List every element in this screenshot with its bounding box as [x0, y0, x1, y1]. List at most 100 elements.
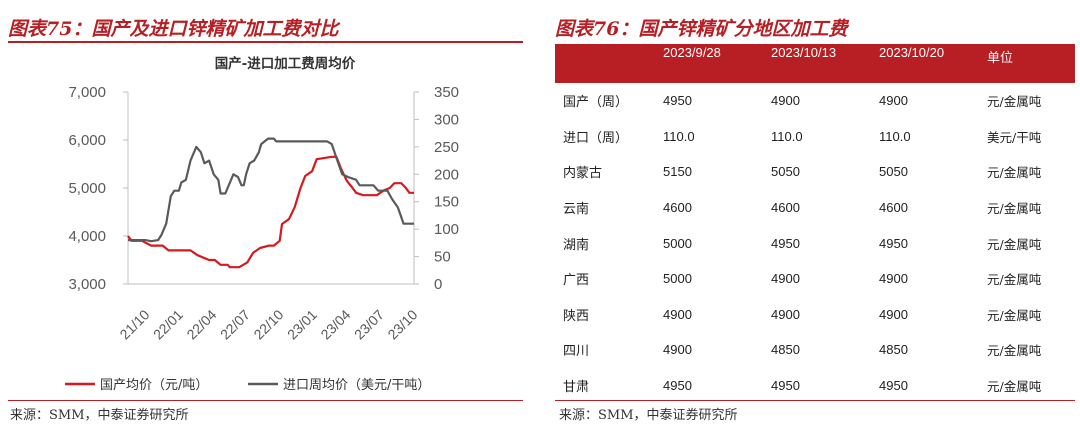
- table-header-cell: 2023/9/28: [663, 44, 771, 83]
- chart-legend: 国产均价（元/吨） 进口周均价（美元/干吨）: [65, 378, 430, 393]
- table-cell-value: 110.0: [879, 128, 911, 144]
- right-axis-tick-label: 50: [434, 249, 451, 266]
- figure-76-title: 图表76：国产锌精矿分地区加工费: [555, 18, 848, 40]
- right-figure-panel: 图表76：国产锌精矿分地区加工费 2023/9/28 2023/10/13 20…: [545, 0, 1080, 429]
- title-divider: [8, 41, 523, 43]
- plot-lines: [127, 137, 414, 269]
- table-cell-region: 甘肃: [563, 380, 590, 396]
- table-header-cell: 2023/10/20: [879, 44, 987, 83]
- legend-label-domestic: 国产均价（元/吨）: [100, 378, 208, 393]
- x-axis-tick-label: 23/01: [284, 306, 320, 342]
- table-cell-value: 4900: [879, 271, 908, 287]
- table-cell-value: 4600: [879, 200, 908, 216]
- table-cell-unit: 元/金属吨: [987, 165, 1042, 181]
- series-line-domestic: [127, 155, 414, 269]
- right-axis-tick-label: 100: [434, 221, 459, 238]
- table-cell-value: 4900: [663, 342, 692, 358]
- table-cell-region: 云南: [563, 202, 590, 218]
- table-cell-unit: 元/金属吨: [987, 272, 1042, 288]
- table-cell-value: 4600: [663, 200, 692, 216]
- table-cell-unit: 元/金属吨: [987, 236, 1042, 252]
- table-cell-value: 4900: [771, 271, 800, 287]
- table-cell-region: 国产（周）: [563, 95, 629, 111]
- table-cell-value: 5000: [663, 271, 692, 287]
- table-cell-unit: 元/金属吨: [987, 201, 1042, 217]
- table-cell-unit: 元/金属吨: [987, 307, 1042, 323]
- chart-title: 国产-进口加工费周均价: [215, 55, 356, 72]
- table-cell-value: 4950: [879, 378, 908, 394]
- left-axis-tick-label: 5,000: [68, 180, 106, 197]
- table-row: 云南 4600 4600 4600 元/金属吨: [555, 190, 1075, 226]
- table-cell-value: 4900: [879, 93, 908, 109]
- series-line-import: [128, 137, 414, 243]
- table-cell-unit: 美元/干吨: [987, 129, 1042, 145]
- left-axis-tick-label: 3,000: [68, 276, 106, 293]
- source-note: 来源：SMM，中泰证券研究所: [559, 408, 738, 423]
- table-cell-region: 陕西: [563, 308, 590, 324]
- table-cell-unit: 元/金属吨: [987, 343, 1042, 359]
- table-cell-value: 5050: [771, 164, 800, 180]
- table-cell-value: 5000: [663, 235, 692, 251]
- table-row: 甘肃 4950 4950 4950 元/金属吨: [555, 368, 1075, 404]
- processing-fee-line-chart: 国产-进口加工费周均价 3,000 4,000 5,000 6,000 7,000 0 5…: [65, 55, 459, 393]
- right-axis-tick-label: 350: [434, 84, 459, 101]
- table-row: 进口（周） 110.0 110.0 110.0 美元/干吨: [555, 119, 1075, 155]
- table-row: 内蒙古 5150 5050 5050 元/金属吨: [555, 154, 1075, 190]
- table-cell-value: 5150: [663, 164, 692, 180]
- table-cell-value: 110.0: [663, 128, 695, 144]
- table-cell-value: 4900: [771, 306, 800, 322]
- left-y-axis: 3,000 4,000 5,000 6,000 7,000: [68, 84, 129, 293]
- left-axis-tick-label: 4,000: [68, 228, 106, 245]
- table-cell-region: 内蒙古: [563, 166, 603, 182]
- table-cell-value: 5050: [879, 164, 908, 180]
- table-cell-region: 广西: [563, 273, 590, 289]
- table-cell-value: 4850: [771, 342, 800, 358]
- table-cell-value: 4900: [663, 306, 692, 322]
- regional-fee-table: 2023/9/28 2023/10/13 2023/10/20 单位 国产（周）…: [555, 44, 1075, 403]
- table-cell-value: 4950: [771, 378, 800, 394]
- table-cell-region: 湖南: [563, 237, 590, 253]
- table-row: 四川 4900 4850 4850 元/金属吨: [555, 332, 1075, 368]
- left-figure-panel: 图表75：国产及进口锌精矿加工费对比 国产-进口加工费周均价 3,000 4,00…: [0, 0, 528, 429]
- x-axis-tick-label: 23/04: [317, 306, 353, 342]
- right-axis-tick-label: 200: [434, 166, 459, 183]
- legend-label-import: 进口周均价（美元/干吨）: [283, 378, 430, 393]
- right-axis-tick-label: 250: [434, 139, 459, 156]
- table-header-row: 2023/9/28 2023/10/13 2023/10/20 单位: [555, 44, 1075, 83]
- figure-75-title: 图表75：国产及进口锌精矿加工费对比: [8, 18, 339, 40]
- table-cell-value: 4950: [771, 235, 800, 251]
- source-divider: [555, 400, 1075, 401]
- table-cell-region: 进口（周）: [563, 130, 629, 146]
- table-cell-region: 四川: [563, 344, 590, 360]
- table-cell-value: 4950: [663, 378, 692, 394]
- x-axis-tick-label: 22/10: [250, 306, 286, 342]
- x-axis-tick-label: 23/07: [351, 306, 387, 342]
- x-axis-tick-label: 22/07: [217, 306, 253, 342]
- x-axis-tick-label: 21/10: [116, 306, 152, 342]
- right-y-axis: 0 50 100 150 200 250 300 350: [413, 84, 459, 293]
- table-row: 陕西 4900 4900 4900 元/金属吨: [555, 297, 1075, 333]
- x-axis-tick-label: 22/04: [183, 306, 219, 342]
- table-cell-value: 110.0: [771, 128, 803, 144]
- table-cell-value: 4600: [771, 200, 800, 216]
- table-row: 湖南 5000 4950 4950 元/金属吨: [555, 225, 1075, 261]
- table-cell-value: 4950: [663, 93, 692, 109]
- left-axis-tick-label: 7,000: [68, 84, 106, 101]
- x-axis: 21/1022/0122/0422/0722/1023/0123/0423/07…: [116, 283, 421, 343]
- table-cell-unit: 元/金属吨: [987, 379, 1042, 395]
- table-row: 国产（周） 4950 4900 4900 元/金属吨: [555, 83, 1075, 119]
- table-cell-value: 4900: [879, 306, 908, 322]
- table-row: 广西 5000 4900 4900 元/金属吨: [555, 261, 1075, 297]
- right-axis-tick-label: 300: [434, 111, 459, 128]
- table-header-cell: [555, 44, 663, 83]
- table-cell-unit: 元/金属吨: [987, 94, 1042, 110]
- table-cell-value: 4900: [771, 93, 800, 109]
- x-axis-tick-label: 23/10: [384, 306, 420, 342]
- source-note: 来源：SMM，中泰证券研究所: [10, 408, 189, 423]
- x-axis-tick-label: 22/01: [150, 306, 186, 342]
- table-header-cell: 2023/10/13: [771, 44, 879, 83]
- right-axis-tick-label: 150: [434, 194, 459, 211]
- table-cell-value: 4950: [879, 235, 908, 251]
- left-axis-tick-label: 6,000: [68, 132, 106, 149]
- source-divider: [8, 400, 523, 401]
